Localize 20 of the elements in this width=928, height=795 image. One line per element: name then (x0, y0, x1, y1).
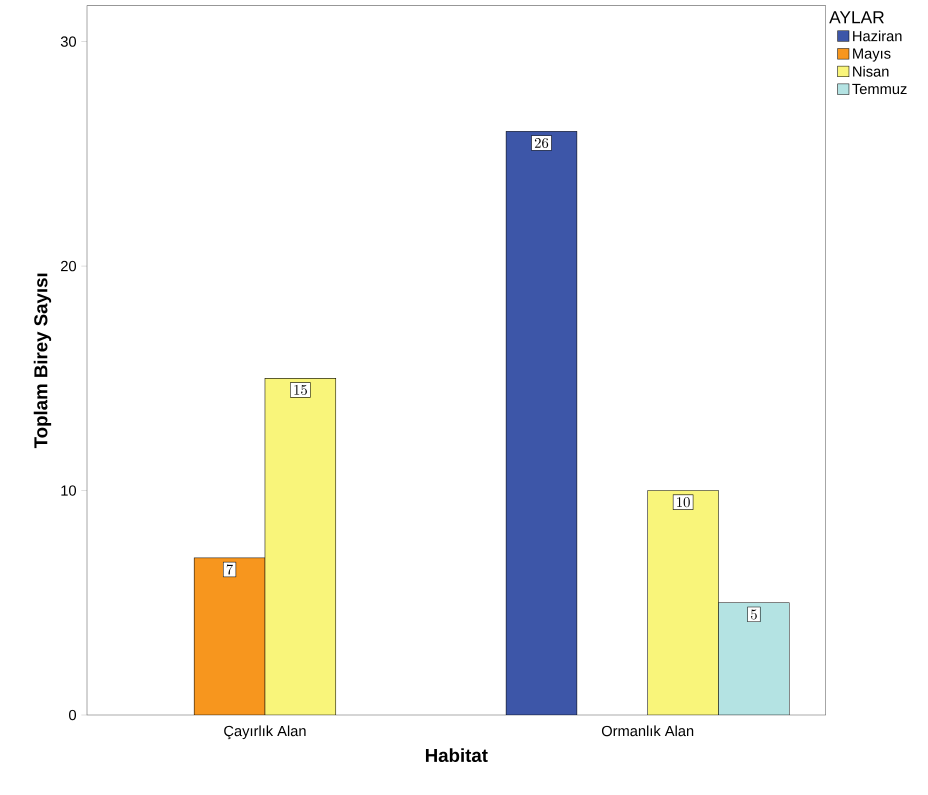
x-tick-label: Ormanlık Alan (602, 725, 694, 736)
legend-title: AYLAR (829, 11, 884, 24)
legend-label: Mayıs (853, 48, 890, 62)
data-label: 15 (294, 384, 307, 395)
bar (647, 490, 719, 716)
legend-label: Temmuz (852, 84, 907, 94)
data-label: 7 (226, 564, 234, 575)
y-tick-label: 20 (61, 260, 76, 272)
y-tick-label: 30 (60, 36, 76, 47)
y-tick-label: 10 (61, 485, 76, 496)
bar (264, 378, 336, 716)
data-label: 5 (750, 609, 757, 620)
data-label: 10 (677, 497, 690, 508)
legend-label: Nisan (853, 66, 888, 77)
x-tick-label: Çayırlık Alan (224, 725, 306, 740)
y-tick-label: 0 (69, 710, 76, 720)
y-axis-title: Toplam Birey Sayısı (34, 274, 52, 448)
x-axis-title: Habitat (426, 748, 488, 762)
data-label: 26 (534, 138, 548, 148)
legend-label: Haziran (853, 30, 902, 42)
